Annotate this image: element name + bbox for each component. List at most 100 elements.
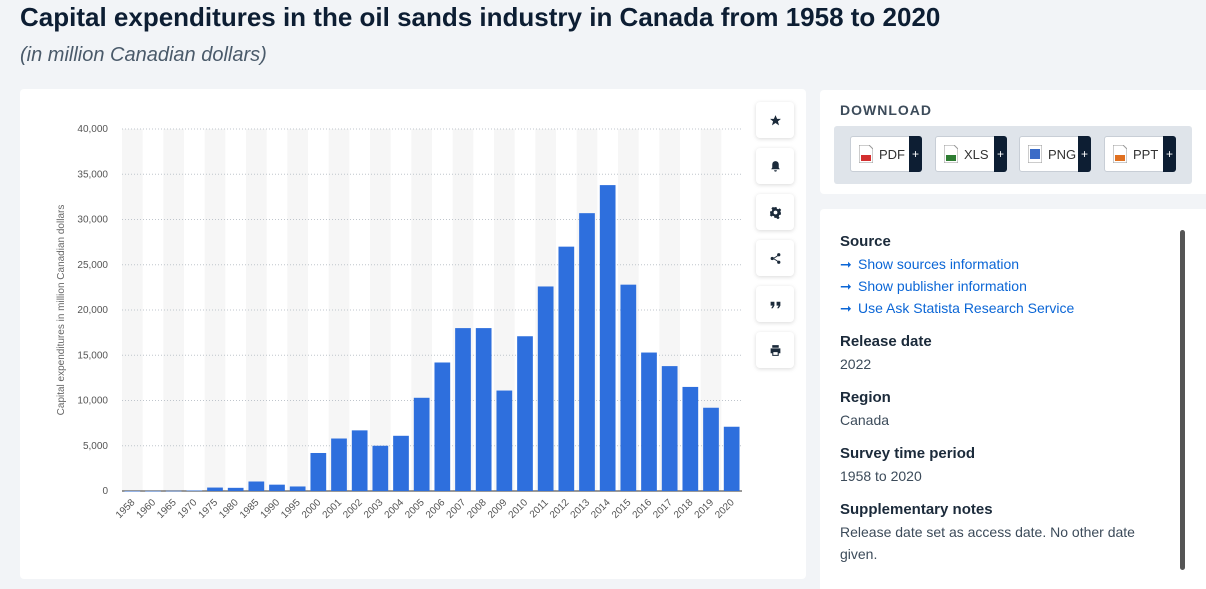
x-tick-label: 1960 — [135, 497, 159, 521]
y-tick-label: 40,000 — [77, 124, 108, 135]
download-pdf-label: PDF — [879, 146, 905, 162]
notification-button[interactable] — [756, 148, 794, 184]
x-tick-label: 2014 — [589, 497, 613, 521]
x-tick-label: 2018 — [672, 497, 696, 521]
bar — [186, 490, 203, 492]
chart-card: 0 5,000 10,000 15,000 20,000 25,000 30,000 35,0… — [20, 89, 806, 579]
bar-chart: 0 5,000 10,000 15,000 20,000 25,000 30,000 35,0… — [56, 124, 742, 521]
survey-period-heading: Survey time period — [840, 445, 976, 462]
download-pdf-button[interactable]: PDF + — [850, 136, 922, 172]
research-service-label: Use Ask Statista Research Service — [858, 300, 1075, 316]
release-date-heading: Release date — [840, 333, 932, 350]
download-xls-button[interactable]: XLS + — [935, 136, 1007, 172]
x-tick-label: 2006 — [424, 497, 448, 521]
bar — [455, 328, 471, 491]
scrollbar[interactable] — [1180, 230, 1185, 570]
bar — [393, 435, 409, 491]
y-tick-label: 5,000 — [83, 441, 108, 452]
supplementary-notes-heading: Supplementary notes — [840, 501, 993, 518]
supplementary-notes-value: Release date set as access date. No othe… — [840, 524, 1135, 562]
x-tick-label: 2000 — [300, 497, 324, 521]
download-ppt-button[interactable]: PPT + — [1104, 136, 1176, 172]
download-png-label: PNG — [1048, 146, 1077, 162]
x-tick-label: 1975 — [197, 497, 221, 521]
bar — [661, 366, 678, 491]
star-icon — [769, 114, 781, 125]
statistic-details-panel: Source ➞ Show sources information ➞ Show p… — [820, 209, 1206, 589]
x-tick-label: 2003 — [362, 497, 386, 521]
research-service-link[interactable]: ➞ Use Ask Statista Research Service — [840, 300, 1074, 317]
download-png-button[interactable]: PNG + — [1019, 136, 1091, 172]
bar — [372, 445, 389, 491]
bar — [641, 352, 657, 491]
bar — [145, 490, 161, 492]
bar — [227, 487, 244, 491]
x-tick-label: 1995 — [279, 497, 303, 521]
bar — [289, 486, 306, 491]
bell-icon — [770, 160, 780, 172]
y-tick-label: 10,000 — [77, 396, 108, 407]
x-tick-label: 2011 — [528, 497, 551, 520]
bar — [537, 286, 554, 491]
bar — [558, 246, 575, 491]
quote-icon — [770, 301, 780, 308]
x-tick-label: 2016 — [631, 497, 655, 521]
arrow-right-icon: ➞ — [840, 278, 852, 294]
bar — [682, 386, 699, 491]
xls-file-icon — [944, 145, 958, 163]
bar — [579, 213, 595, 491]
bar — [599, 185, 616, 492]
x-tick-label: 2012 — [548, 497, 572, 521]
region-heading: Region — [840, 389, 891, 406]
y-tick-label: 35,000 — [77, 169, 108, 180]
x-tick-label: 2004 — [383, 497, 407, 521]
plus-icon: + — [1078, 136, 1091, 172]
x-tick-label: 1985 — [238, 497, 262, 521]
download-xls-label: XLS — [964, 146, 989, 162]
y-tick-label: 15,000 — [77, 350, 108, 361]
share-button[interactable] — [756, 240, 794, 276]
ppt-file-icon — [1113, 145, 1127, 163]
bar — [434, 362, 451, 491]
show-publisher-link[interactable]: ➞ Show publisher information — [840, 278, 1027, 295]
bar — [124, 490, 141, 492]
download-buttons: PDF + XLS + PNG + PPT + — [834, 126, 1192, 184]
bar — [331, 438, 347, 491]
y-tick-label: 30,000 — [77, 215, 108, 226]
x-tick-label: 2009 — [486, 497, 510, 521]
x-tick-label: 2007 — [445, 497, 469, 521]
bar — [723, 426, 740, 491]
source-heading: Source — [840, 233, 891, 250]
cite-button[interactable] — [756, 286, 794, 322]
x-tick-label: 2001 — [321, 497, 345, 521]
bar — [496, 390, 513, 491]
download-panel: DOWNLOAD PDF + XLS + PNG + PPT + — [820, 90, 1206, 194]
x-tick-label: 2005 — [403, 497, 427, 521]
bar — [703, 407, 719, 491]
favorite-button[interactable] — [756, 102, 794, 138]
y-tick-label: 0 — [102, 486, 108, 497]
settings-button[interactable] — [756, 194, 794, 230]
bar — [165, 490, 182, 492]
x-tick-label: 2010 — [507, 497, 531, 521]
print-button[interactable] — [756, 332, 794, 368]
survey-period-value: 1958 to 2020 — [840, 468, 922, 484]
page-title: Capital expenditures in the oil sands in… — [20, 2, 941, 32]
plus-icon: + — [1163, 136, 1176, 172]
arrow-right-icon: ➞ — [840, 256, 852, 272]
bar — [351, 430, 368, 491]
download-ppt-label: PPT — [1133, 146, 1159, 162]
x-tick-label: 2019 — [693, 497, 717, 521]
show-sources-link[interactable]: ➞ Show sources information — [840, 256, 1019, 273]
share-icon — [770, 252, 780, 264]
x-tick-label: 1970 — [176, 497, 200, 521]
bar — [269, 484, 285, 491]
download-label: DOWNLOAD — [840, 102, 932, 118]
release-date-value: 2022 — [840, 356, 872, 372]
x-tick-label: 1990 — [259, 497, 283, 521]
x-tick-label: 2013 — [569, 497, 593, 521]
bar — [413, 397, 430, 491]
bar — [248, 481, 265, 491]
x-tick-label: 2002 — [341, 497, 365, 521]
y-tick-label: 20,000 — [77, 305, 108, 316]
